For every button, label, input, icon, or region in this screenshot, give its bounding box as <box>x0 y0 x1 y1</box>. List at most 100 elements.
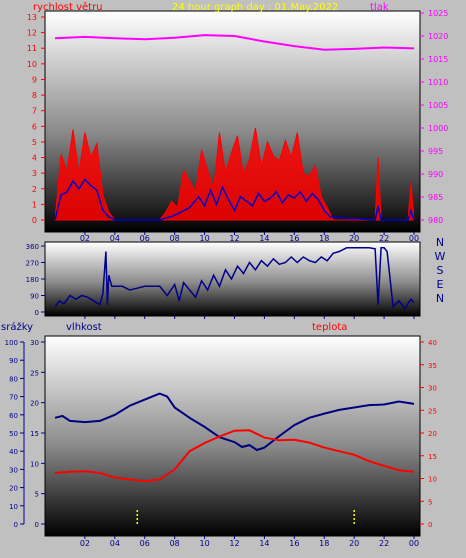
wind-tick-label: 10 <box>27 60 37 69</box>
wind-tick-label: 13 <box>27 13 37 22</box>
compass-label: W <box>435 250 446 263</box>
direction-tick-label: 180 <box>26 276 39 284</box>
wind-tick-label: 0 <box>32 216 37 225</box>
pressure-tick-label: 1020 <box>428 32 448 41</box>
compass-label: N <box>436 236 444 249</box>
temperature-series <box>54 429 415 483</box>
pressure-tick-label: 995 <box>428 147 443 156</box>
time-tick-label: 06 <box>140 234 150 243</box>
humidity-tick-label: 5 <box>35 491 39 499</box>
temperature-tick-label: 15 <box>428 453 437 461</box>
wind-tick-label: 1 <box>32 200 37 209</box>
pressure-tick-label: 1005 <box>428 101 448 110</box>
time-tick-label: 20 <box>349 539 359 548</box>
time-tick-label: 06 <box>140 539 150 548</box>
pressure-tick-label: 990 <box>428 170 443 179</box>
rain-tick-label: 50 <box>9 430 18 438</box>
time-tick-label: 14 <box>259 234 269 243</box>
wind-tick-label: 5 <box>32 138 37 147</box>
rain-axis-label: srážky <box>1 321 33 333</box>
humidity-tick-label: 10 <box>30 460 39 468</box>
temperature-tick-label: 20 <box>428 430 437 438</box>
temperature-axis-label: teplota <box>312 322 347 333</box>
compass-label: S <box>437 264 444 277</box>
time-tick-label: 02 <box>80 234 90 243</box>
pressure-axis-label: tlak <box>370 2 389 13</box>
humidity-tick-label: 20 <box>30 400 39 408</box>
time-tick-label: 22 <box>379 539 389 548</box>
humidity-tick-label: 0 <box>35 521 39 529</box>
wind-tick-label: 2 <box>32 185 37 194</box>
pressure-series <box>54 34 415 51</box>
humidity-tick-label: 15 <box>30 430 39 438</box>
time-tick-label: 22 <box>379 234 389 243</box>
wind-axis-label: rychlost větru <box>33 1 103 13</box>
wind-tick-label: 11 <box>27 44 37 53</box>
temperature-tick-label: 35 <box>428 362 437 370</box>
rain-tick-label: 90 <box>9 357 18 365</box>
pressure-tick-label: 985 <box>428 193 443 202</box>
rain-tick-label: 70 <box>9 394 18 402</box>
humidity-tick-label: 25 <box>30 369 39 377</box>
pressure-tick-label: 1025 <box>428 9 448 18</box>
time-tick-label: 04 <box>110 539 120 548</box>
time-tick-label: 12 <box>229 234 239 243</box>
time-tick-label: 00 <box>409 234 419 243</box>
direction-tick-label: 90 <box>30 293 39 301</box>
time-tick-label: 10 <box>199 539 209 548</box>
direction-tick-label: 0 <box>35 309 39 317</box>
wind-tick-label: 6 <box>32 122 37 131</box>
time-tick-label: 04 <box>110 234 120 243</box>
time-tick-label: 00 <box>409 539 419 548</box>
compass-label: E <box>437 278 444 291</box>
direction-tick-label: 360 <box>26 243 39 251</box>
wind-average-series <box>54 178 415 221</box>
time-tick-label: 08 <box>170 539 180 548</box>
wind-tick-label: 3 <box>32 169 37 178</box>
time-tick-label: 16 <box>289 234 299 243</box>
panel-3-plot-area <box>44 335 421 537</box>
pressure-tick-label: 1015 <box>428 55 448 64</box>
wind-tick-label: 12 <box>27 29 37 38</box>
panel-2-plot-area <box>44 241 421 317</box>
time-tick-label: 12 <box>229 539 239 548</box>
time-tick-label: 08 <box>170 234 180 243</box>
time-tick-label: 18 <box>319 539 329 548</box>
wind-tick-label: 7 <box>32 107 37 116</box>
humidity-tick-label: 30 <box>30 339 39 347</box>
time-tick-label: 16 <box>289 539 299 548</box>
rain-tick-label: 10 <box>9 503 18 511</box>
rain-tick-label: 40 <box>9 448 18 456</box>
pressure-tick-label: 1000 <box>428 124 448 133</box>
direction-series <box>54 247 415 310</box>
humidity-series <box>54 392 415 452</box>
rain-tick-label: 60 <box>9 412 18 420</box>
wind-tick-label: 4 <box>32 154 37 163</box>
time-tick-label: 10 <box>199 234 209 243</box>
wind-gust-series <box>54 127 415 221</box>
temperature-tick-label: 0 <box>428 521 432 529</box>
wind-tick-label: 9 <box>32 75 37 84</box>
time-tick-label: 02 <box>80 539 90 548</box>
rain-tick-label: 80 <box>9 375 18 383</box>
time-tick-label: 14 <box>259 539 269 548</box>
temperature-tick-label: 10 <box>428 476 437 484</box>
temperature-tick-label: 40 <box>428 339 437 347</box>
rain-tick-label: 0 <box>14 521 18 529</box>
pressure-tick-label: 980 <box>428 216 443 225</box>
rain-tick-label: 20 <box>9 485 18 493</box>
chart-title: 24 hour graph day : 01.May.2022 <box>172 2 338 13</box>
direction-tick-label: 270 <box>26 260 39 268</box>
humidity-axis-label: vlhkost <box>66 322 102 333</box>
time-tick-label: 18 <box>319 234 329 243</box>
compass-label: N <box>436 292 444 305</box>
temperature-tick-label: 25 <box>428 407 437 415</box>
rain-tick-label: 30 <box>9 466 18 474</box>
rain-tick-label: 100 <box>5 339 18 347</box>
wind-tick-label: 8 <box>32 91 37 100</box>
temperature-tick-label: 5 <box>428 498 432 506</box>
time-tick-label: 20 <box>349 234 359 243</box>
temperature-tick-label: 30 <box>428 385 437 393</box>
